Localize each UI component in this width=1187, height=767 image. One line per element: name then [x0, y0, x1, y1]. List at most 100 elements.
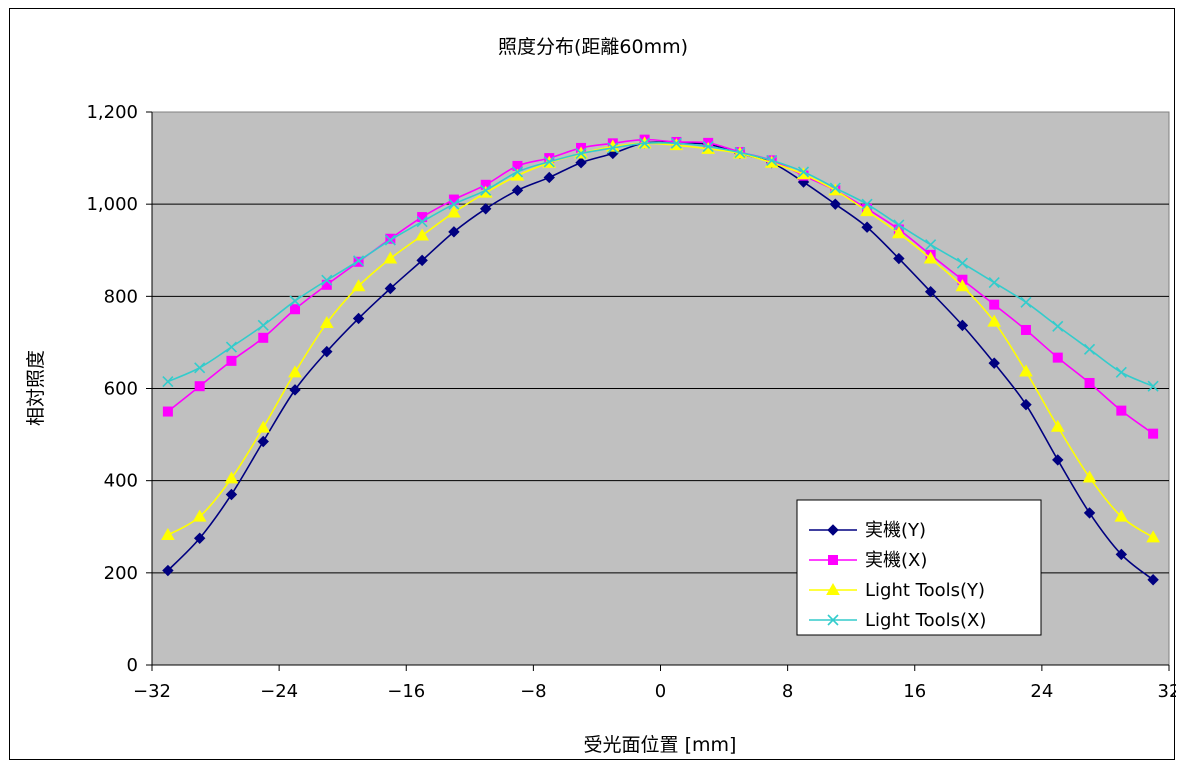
data-point [924, 286, 937, 298]
x-tick-label: −32 [133, 681, 171, 702]
data-point [415, 228, 430, 241]
data-point [416, 254, 428, 267]
x-tick-label: −8 [520, 681, 547, 702]
x-tick-label: 32 [1158, 681, 1176, 702]
marker-stroke [321, 274, 333, 286]
y-tick-label: 1,200 [86, 102, 138, 123]
x-tick-label: 0 [655, 681, 666, 702]
data-point [1082, 470, 1097, 483]
data-point [290, 304, 301, 315]
data-point [670, 137, 682, 149]
data-point [543, 171, 555, 184]
y-tick-label: 200 [104, 563, 138, 584]
data-point [384, 234, 396, 246]
data-point [258, 332, 269, 343]
legend-box [796, 499, 1042, 636]
marker-stroke [607, 142, 619, 154]
data-point [639, 137, 651, 149]
data-point [321, 345, 333, 358]
data-point [829, 198, 842, 210]
data-point [448, 226, 460, 238]
data-point [162, 406, 173, 417]
data-point [288, 365, 302, 378]
legend-label: 実機(X) [865, 550, 927, 571]
marker-stroke [480, 184, 492, 196]
marker-stroke [384, 234, 396, 246]
data-point [1083, 343, 1096, 355]
data-point [797, 166, 810, 178]
data-point [1115, 548, 1128, 561]
data-point [289, 295, 301, 307]
data-point [479, 203, 492, 215]
data-point [416, 216, 428, 228]
legend-label: 実機(Y) [865, 520, 926, 541]
legend-marker [827, 614, 839, 626]
data-point [955, 279, 970, 292]
data-point [1052, 320, 1064, 332]
data-point [1116, 405, 1127, 416]
marker-stroke [511, 166, 524, 178]
marker-stroke [575, 147, 587, 160]
data-point [543, 156, 555, 168]
data-point [289, 384, 301, 396]
data-point [575, 156, 587, 169]
x-tick-label: −24 [260, 681, 298, 702]
marker-stroke [194, 362, 206, 374]
data-point [352, 312, 365, 325]
series-line [167, 142, 1154, 539]
data-point [225, 341, 238, 353]
marker-stroke [925, 239, 937, 251]
marker-stroke [988, 276, 1000, 289]
data-point [1052, 352, 1063, 363]
y-tick-label: 1,000 [86, 194, 138, 215]
data-point [861, 221, 873, 233]
legend-label: Light Tools(X) [865, 610, 986, 631]
y-tick-label: 800 [104, 286, 138, 307]
chart-svg: 照度分布(距離60mm) −32 −24 −16 −8 0 8 16 24 32 0 200 400… [25, 36, 1176, 756]
data-point [162, 564, 174, 577]
data-point [511, 166, 524, 178]
data-point [988, 357, 1000, 369]
y-tick-label: 400 [104, 471, 138, 492]
data-point [161, 528, 175, 541]
data-point [383, 251, 398, 264]
data-point [1147, 574, 1159, 586]
data-point [256, 420, 271, 433]
marker-stroke [289, 295, 301, 307]
marker-stroke [448, 198, 460, 210]
data-point [1052, 454, 1064, 466]
data-point [1083, 507, 1096, 519]
data-point [1020, 324, 1031, 335]
y-axis: 0 200 400 600 800 1,000 1,200 [86, 102, 153, 676]
x-axis-label: 受光面位置 [mm] [584, 734, 737, 756]
data-point [702, 140, 714, 153]
data-point [480, 184, 492, 196]
data-point [1019, 364, 1033, 377]
data-point [861, 198, 873, 210]
marker-stroke [162, 376, 174, 388]
data-point [734, 146, 746, 159]
legend: 実機(Y) 実機(X) Light Tools(Y) Light Tools(X) [796, 499, 1042, 636]
marker-stroke [225, 341, 238, 353]
data-point [226, 355, 237, 366]
marker-stroke [797, 166, 810, 178]
data-point [448, 198, 460, 210]
data-point [925, 239, 937, 251]
data-point [1020, 296, 1032, 308]
data-point [893, 219, 905, 231]
y-axis-label: 相対照度 [25, 350, 47, 426]
data-point [321, 274, 333, 286]
marker-stroke [734, 146, 746, 159]
legend-marker [827, 524, 839, 536]
data-point [988, 276, 1000, 289]
data-point [860, 204, 874, 217]
chart-title: 照度分布(距離60mm) [498, 36, 688, 58]
marker-stroke [829, 182, 841, 194]
data-point [194, 362, 206, 374]
y-tick-label: 0 [127, 655, 138, 676]
data-point [353, 255, 365, 267]
legend-marker [828, 555, 838, 565]
data-point [893, 252, 905, 265]
data-point [1050, 419, 1065, 432]
marker-stroke [1020, 296, 1032, 308]
